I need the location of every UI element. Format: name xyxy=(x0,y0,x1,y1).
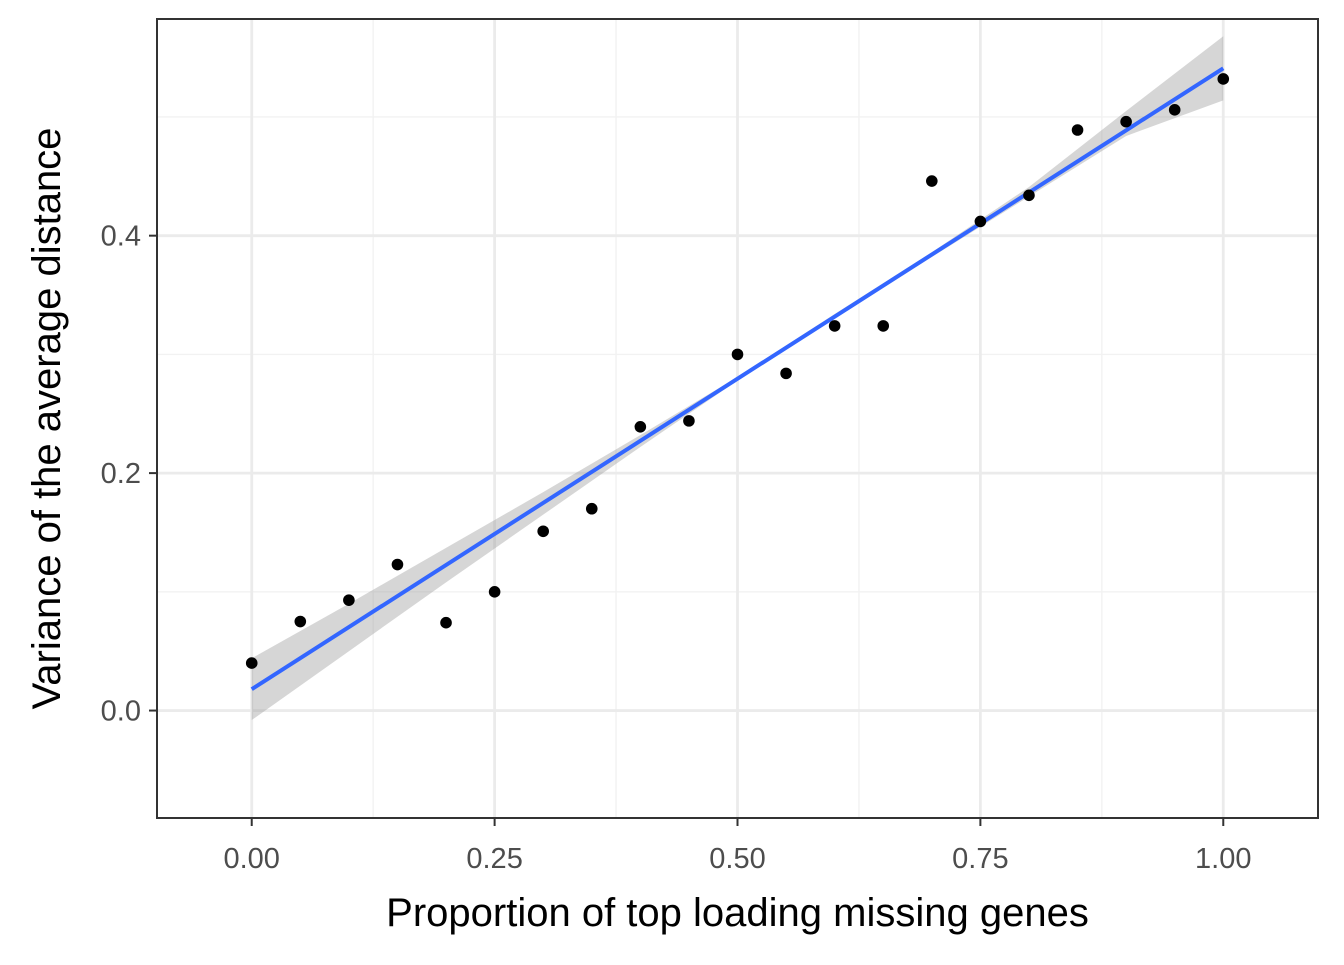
x-tick-label: 0.75 xyxy=(952,843,1008,875)
data-point xyxy=(634,421,647,433)
data-point xyxy=(974,215,987,228)
major-gridlines xyxy=(157,19,1318,818)
y-tick-label: 0.2 xyxy=(101,458,141,490)
data-point xyxy=(828,320,841,332)
data-points xyxy=(245,73,1230,669)
y-tick-label: 0.0 xyxy=(101,696,141,728)
data-point xyxy=(391,558,404,571)
x-tick-label: 0.50 xyxy=(709,843,765,875)
data-point xyxy=(294,615,307,628)
data-point xyxy=(585,502,598,515)
data-point xyxy=(926,175,938,187)
data-point xyxy=(731,348,744,361)
y-tick-label: 0.4 xyxy=(101,221,141,253)
data-point xyxy=(1120,115,1132,128)
data-point xyxy=(343,594,355,606)
data-point xyxy=(488,586,501,598)
y-axis-title: Variance of the average distance xyxy=(25,128,69,710)
data-point xyxy=(683,415,695,427)
y-axis: 0.0 0.2 0.4 xyxy=(101,221,157,728)
x-tick-label: 0.25 xyxy=(466,843,522,875)
regression-line xyxy=(250,66,1225,691)
x-axis: 0.00 0.25 0.50 0.75 1.00 xyxy=(223,818,1252,875)
data-point xyxy=(1071,124,1084,136)
x-axis-title: Proportion of top loading missing genes xyxy=(386,891,1089,935)
data-point xyxy=(440,616,452,629)
fit-line-layer xyxy=(250,66,1225,691)
data-point xyxy=(877,320,890,332)
data-point xyxy=(1023,189,1035,202)
data-point xyxy=(780,367,792,380)
x-tick-label: 0.00 xyxy=(223,843,279,875)
data-point xyxy=(537,525,549,538)
data-point xyxy=(1217,73,1230,85)
data-point xyxy=(245,657,258,669)
data-point xyxy=(1168,104,1181,116)
x-tick-label: 1.00 xyxy=(1195,843,1251,875)
